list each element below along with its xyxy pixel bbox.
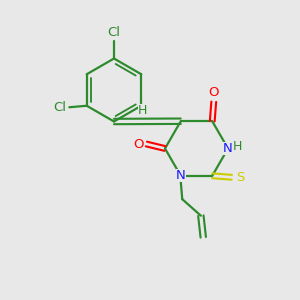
Text: O: O [208,86,219,99]
Text: O: O [133,137,143,151]
Text: Cl: Cl [107,26,121,39]
Text: N: N [223,142,233,155]
Text: H: H [138,104,148,117]
Text: N: N [176,169,186,182]
Text: H: H [233,140,242,154]
Text: S: S [237,171,245,184]
Text: Cl: Cl [53,101,66,114]
